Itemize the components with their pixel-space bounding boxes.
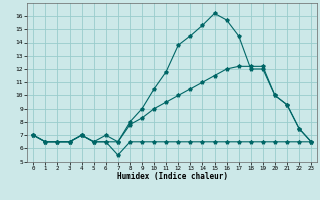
X-axis label: Humidex (Indice chaleur): Humidex (Indice chaleur) [117,172,228,181]
